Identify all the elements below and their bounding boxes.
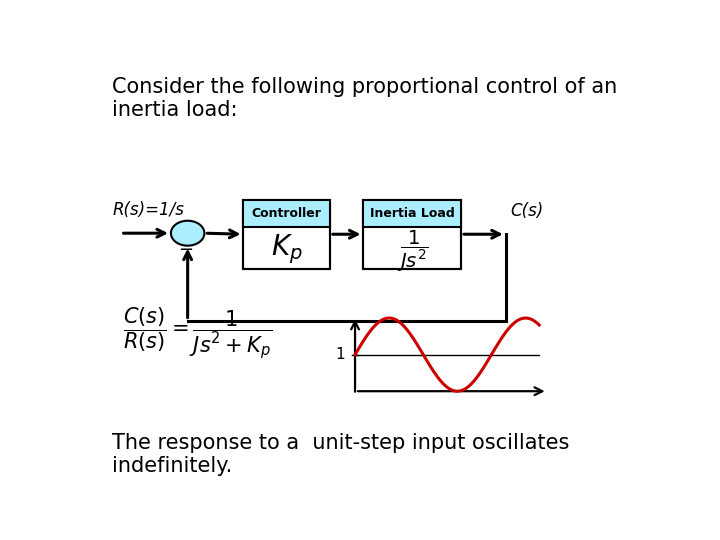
Text: The response to a  unit-step input oscillates
indefinitely.: The response to a unit-step input oscill…: [112, 433, 570, 476]
Text: Controller: Controller: [252, 207, 322, 220]
Text: 1: 1: [336, 347, 345, 362]
Bar: [364, 200, 461, 227]
Text: $K_p$: $K_p$: [271, 233, 302, 266]
Text: Consider the following proportional control of an
inertia load:: Consider the following proportional cont…: [112, 77, 618, 120]
Bar: [243, 200, 330, 268]
Bar: [243, 200, 330, 227]
Circle shape: [171, 221, 204, 246]
Bar: [243, 200, 330, 268]
Text: R(s)=1/s: R(s)=1/s: [112, 201, 184, 219]
Text: C(s): C(s): [510, 202, 544, 220]
Text: $\dfrac{1}{Js^2}$: $\dfrac{1}{Js^2}$: [397, 228, 428, 274]
Bar: [364, 200, 461, 268]
Bar: [364, 200, 461, 268]
Text: Inertia Load: Inertia Load: [370, 207, 454, 220]
Text: $\dfrac{C(s)}{R(s)} = \dfrac{1}{Js^2 + K_p}$: $\dfrac{C(s)}{R(s)} = \dfrac{1}{Js^2 + K…: [124, 305, 273, 361]
Text: $-$: $-$: [178, 239, 193, 256]
